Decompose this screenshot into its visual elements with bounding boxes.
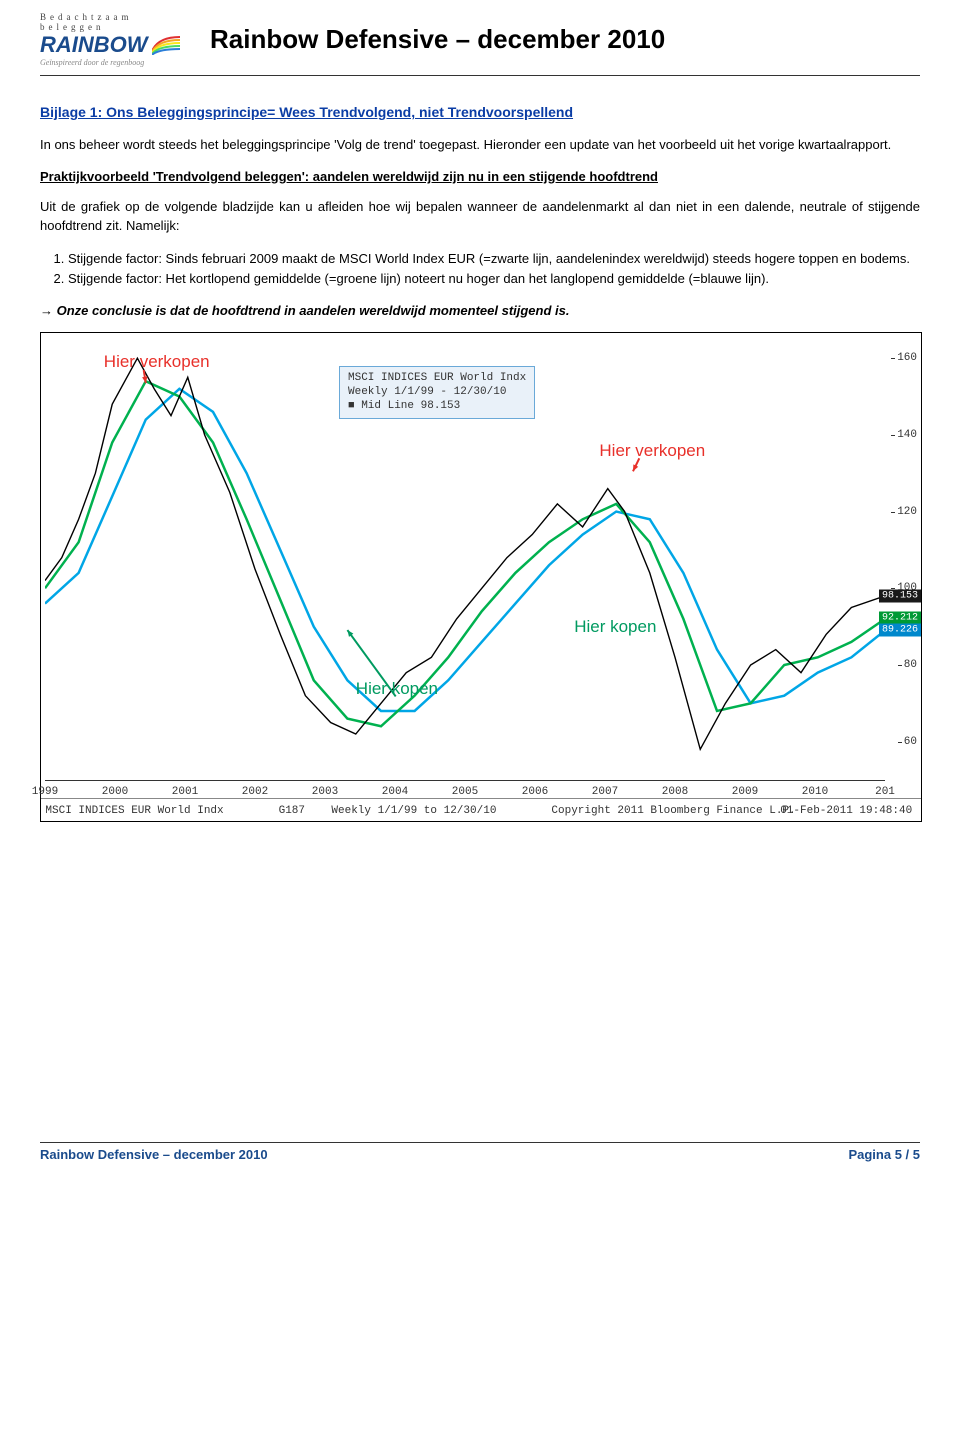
chart-footer-text: G187 <box>279 805 305 817</box>
x-axis-tick: 2001 <box>172 786 198 798</box>
page-footer: Rainbow Defensive – december 2010 Pagina… <box>40 1142 920 1162</box>
x-axis-tick: 2010 <box>802 786 828 798</box>
logo-tagline-top: Bedachtzaam beleggen <box>40 12 190 32</box>
chart-footer-text: MSCI INDICES EUR World Indx <box>45 805 223 817</box>
list-item: Stijgende factor: Sinds februari 2009 ma… <box>68 250 920 269</box>
header-divider <box>40 75 920 76</box>
x-axis-tick: 2005 <box>452 786 478 798</box>
legend-line: Weekly 1/1/99 - 12/30/10 <box>348 385 526 399</box>
x-axis-tick: 1999 <box>32 786 58 798</box>
x-axis-tick: 2007 <box>592 786 618 798</box>
list-item: Stijgende factor: Het kortlopend gemidde… <box>68 270 920 289</box>
rainbow-icon <box>152 35 182 55</box>
legend-line: MSCI INDICES EUR World Indx <box>348 371 526 385</box>
page-header: Bedachtzaam beleggen RAINBOW Geïnspireer… <box>40 0 920 67</box>
y-axis-tick: 160 <box>897 352 917 364</box>
annotation-sell: Hier verkopen <box>104 352 210 372</box>
y-axis-tick: 140 <box>897 429 917 441</box>
chart-legend: MSCI INDICES EUR World Indx Weekly 1/1/9… <box>339 366 535 419</box>
x-axis-tick: 2004 <box>382 786 408 798</box>
chart-footer-text: 01-Feb-2011 19:48:40 <box>780 805 912 817</box>
x-axis-tick: 2002 <box>242 786 268 798</box>
sub-heading: Praktijkvoorbeeld 'Trendvolgend beleggen… <box>40 169 920 184</box>
price-tag: 98.153 <box>879 589 921 602</box>
logo-tagline-bottom: Geïnspireerd door de regenboog <box>40 58 190 67</box>
chart-plot-area: MSCI INDICES EUR World Indx Weekly 1/1/9… <box>45 339 885 781</box>
footer-left: Rainbow Defensive – december 2010 <box>40 1147 268 1162</box>
section-title: Bijlage 1: Ons Beleggingsprincipe= Wees … <box>40 104 920 120</box>
intro-paragraph: In ons beheer wordt steeds het belegging… <box>40 136 920 155</box>
x-axis-tick: 2008 <box>662 786 688 798</box>
conclusion: → Onze conclusie is dat de hoofdtrend in… <box>40 303 920 318</box>
chart-footer-divider <box>41 798 921 799</box>
annotation-buy: Hier kopen <box>574 617 656 637</box>
y-axis-tick: 60 <box>904 736 917 748</box>
x-axis-tick: 2006 <box>522 786 548 798</box>
annotation-buy: Hier kopen <box>356 679 438 699</box>
page-title: Rainbow Defensive – december 2010 <box>210 24 665 55</box>
logo-wordmark: RAINBOW <box>40 34 148 56</box>
x-axis-tick: 201 <box>875 786 895 798</box>
brand-logo: Bedachtzaam beleggen RAINBOW Geïnspireer… <box>40 12 190 67</box>
footer-right: Pagina 5 / 5 <box>848 1147 920 1162</box>
price-tag: 89.226 <box>879 623 921 636</box>
chart-footer-text: Weekly 1/1/99 to 12/30/10 <box>331 805 496 817</box>
points-list: Stijgende factor: Sinds februari 2009 ma… <box>40 250 920 290</box>
y-axis-tick: 80 <box>904 659 917 671</box>
paragraph-2: Uit de grafiek op de volgende bladzijde … <box>40 198 920 236</box>
x-axis-tick: 2003 <box>312 786 338 798</box>
x-axis-tick: 2009 <box>732 786 758 798</box>
legend-line: ■ Mid Line 98.153 <box>348 399 526 413</box>
chart-footer-text: Copyright 2011 Bloomberg Finance L.P. <box>551 805 795 817</box>
msci-chart: MSCI INDICES EUR World Indx Weekly 1/1/9… <box>40 332 922 822</box>
x-axis-tick: 2000 <box>102 786 128 798</box>
annotation-sell: Hier verkopen <box>599 441 705 461</box>
y-axis-tick: 120 <box>897 506 917 518</box>
